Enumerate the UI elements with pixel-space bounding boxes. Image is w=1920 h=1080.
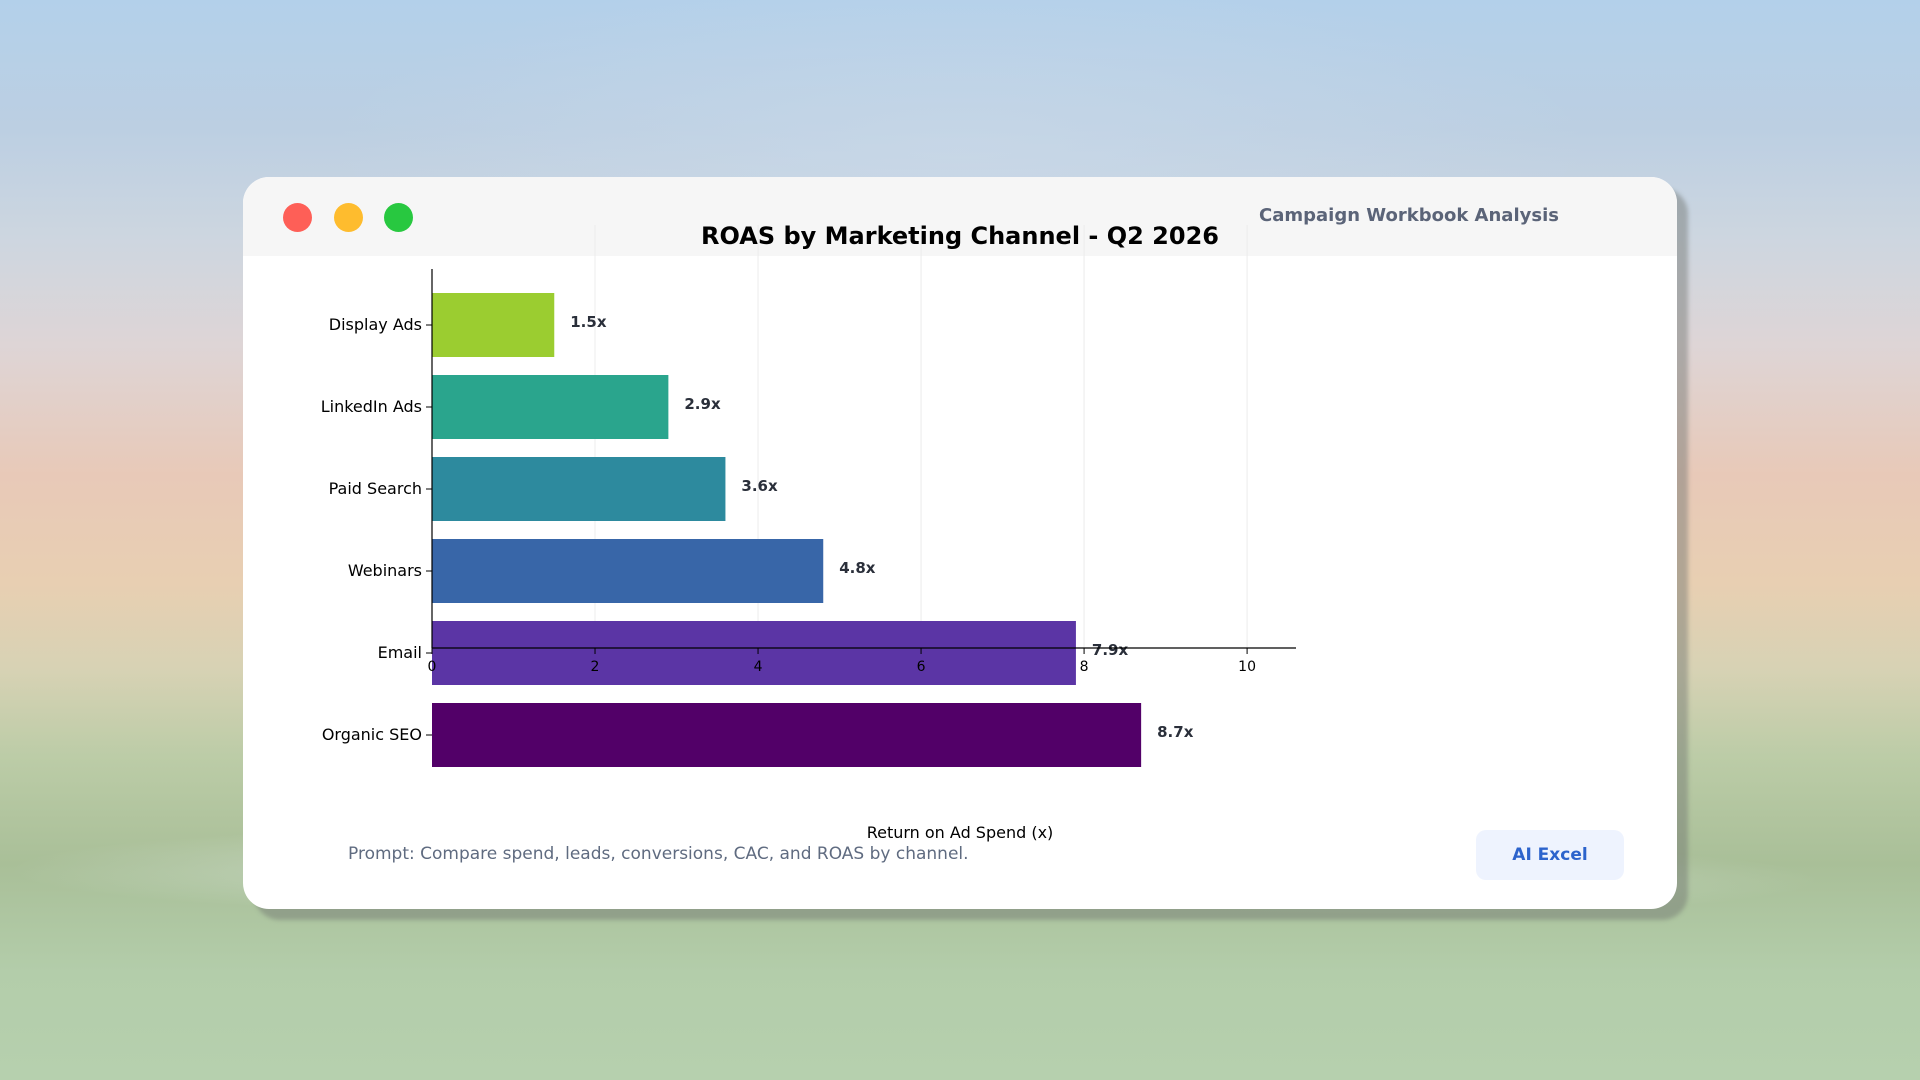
x-tick-label: 6 — [917, 659, 926, 675]
value-label: 7.9x — [1092, 641, 1129, 659]
ai-excel-button[interactable]: AI Excel — [1476, 830, 1624, 880]
window-title: Campaign Workbook Analysis — [1259, 205, 1559, 226]
minimize-button[interactable] — [334, 203, 363, 232]
category-label: Paid Search — [329, 479, 422, 498]
zoom-button[interactable] — [384, 203, 413, 232]
bars — [432, 293, 1142, 767]
value-label: 8.7x — [1157, 723, 1194, 741]
category-label: Display Ads — [329, 315, 422, 334]
x-tick-label: 0 — [428, 659, 437, 675]
bar — [432, 375, 669, 439]
chart-title: ROAS by Marketing Channel - Q2 2026 — [701, 222, 1219, 250]
category-label: Webinars — [348, 561, 422, 580]
app-window: Campaign Workbook Analysis ROAS by Marke… — [243, 177, 1677, 909]
bar — [432, 703, 1142, 767]
value-labels: 1.5x 2.9x 3.6x 4.8x 7.9x 8.7x — [570, 313, 1193, 741]
category-label: LinkedIn Ads — [321, 397, 422, 416]
axes: 0 2 4 6 8 10 Display Ads LinkedIn Ads Paid Searc… — [321, 269, 1296, 744]
roas-bar-chart: 1.5x 2.9x 3.6x 4.8x 7.9x 8.7x 0 2 4 6 8 10 Display … — [321, 225, 1296, 842]
value-label: 1.5x — [570, 313, 607, 331]
value-label: 4.8x — [839, 559, 876, 577]
bar — [432, 457, 726, 521]
bar — [432, 621, 1076, 685]
category-label: Organic SEO — [322, 725, 422, 744]
x-tick-label: 4 — [754, 659, 763, 675]
x-tick-label: 10 — [1238, 659, 1256, 675]
x-tick-label: 2 — [591, 659, 600, 675]
x-tick-label: 8 — [1080, 659, 1089, 675]
title-bar: Campaign Workbook Analysis — [243, 177, 1677, 256]
value-label: 3.6x — [741, 477, 778, 495]
x-axis-label: Return on Ad Spend (x) — [867, 823, 1054, 842]
close-button[interactable] — [283, 203, 312, 232]
category-label: Email — [378, 643, 422, 662]
bar — [432, 539, 824, 603]
prompt-text: Prompt: Compare spend, leads, conversion… — [348, 844, 969, 864]
value-label: 2.9x — [684, 395, 721, 413]
bar — [432, 293, 555, 357]
